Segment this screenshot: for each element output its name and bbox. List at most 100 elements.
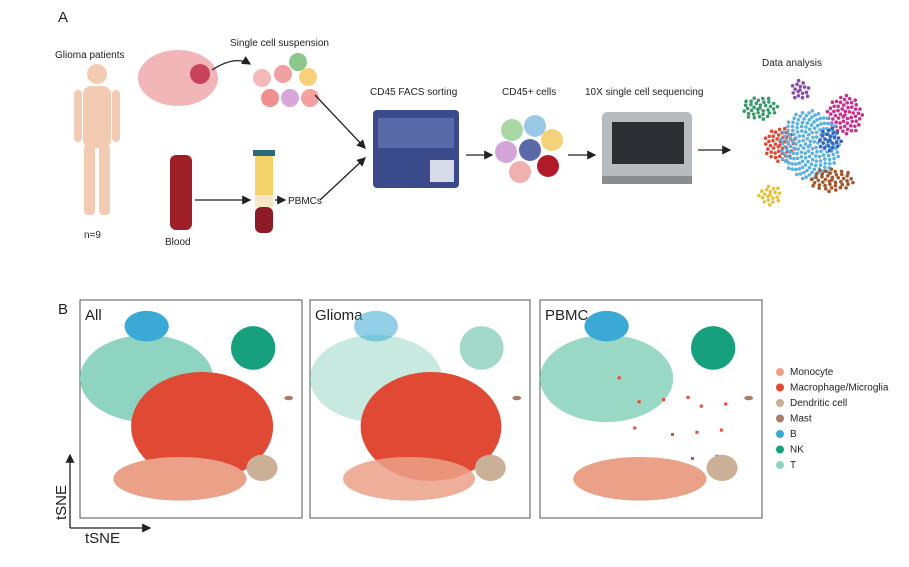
cluster-dot: [769, 154, 773, 159]
cluster-dot: [812, 120, 816, 124]
cluster-dot: [797, 166, 802, 171]
cluster-dot: [832, 109, 836, 114]
cluster-dot: [792, 146, 796, 151]
cluster-dot: [803, 163, 808, 167]
cluster-dot: [825, 116, 830, 121]
cluster-dot: [830, 175, 835, 180]
cluster-dot: [769, 129, 774, 134]
cluster-dot: [801, 81, 806, 85]
cell-speck: [724, 402, 728, 406]
cluster-dot: [838, 112, 843, 116]
cluster-dot: [823, 186, 828, 191]
cluster-dot: [775, 104, 780, 109]
cluster-dot: [796, 89, 800, 94]
cluster-dot: [799, 124, 804, 129]
legend-label: T: [790, 460, 796, 471]
cluster-dot: [833, 188, 838, 192]
cluster-dot: [770, 200, 775, 204]
cluster-dot: [826, 173, 830, 178]
cluster-dot: [802, 170, 806, 175]
cluster-dot: [795, 82, 799, 87]
cluster-dot: [853, 114, 858, 119]
cluster-dot: [749, 102, 753, 107]
cluster-dot: [766, 147, 770, 151]
cluster-dot: [788, 144, 793, 149]
cell-cluster: [706, 454, 738, 481]
cluster-dot: [763, 136, 768, 140]
cluster-dot: [822, 165, 827, 170]
cluster-dot: [833, 180, 838, 185]
cluster-dot: [821, 129, 825, 134]
cluster-dot: [857, 116, 862, 121]
cluster-dot: [818, 144, 823, 149]
cluster-dot: [773, 130, 778, 134]
label: 10X single cell sequencing: [585, 87, 703, 98]
cluster-dot: [799, 129, 804, 133]
cluster-dot: [812, 167, 817, 171]
label: PBMCs: [288, 196, 322, 207]
cluster-dot: [776, 159, 780, 164]
cluster-dot: [807, 165, 812, 170]
cluster-dot: [763, 142, 768, 146]
cluster-dot: [746, 115, 751, 119]
cluster-dot: [804, 90, 809, 95]
panel-label: A: [58, 9, 68, 26]
cluster-dot: [809, 123, 814, 127]
cluster-dot: [742, 109, 747, 113]
cluster-dot: [807, 127, 812, 131]
cluster-dot: [757, 193, 761, 198]
cluster-dot: [806, 149, 811, 154]
legend-swatch: [776, 445, 784, 454]
cluster-dot: [788, 156, 793, 160]
cells-icon: [253, 53, 319, 107]
cluster-dot: [834, 140, 839, 145]
cluster-dot: [788, 150, 792, 154]
cluster-dot: [814, 159, 819, 163]
cluster-dot: [794, 136, 798, 140]
cluster-dot: [814, 172, 819, 176]
cluster-dot: [804, 175, 808, 179]
plot-title: PBMC: [545, 307, 589, 324]
cluster-dot: [829, 167, 834, 171]
cluster-dot: [808, 139, 813, 144]
cluster-dot: [786, 141, 790, 146]
cluster-dot: [800, 110, 805, 115]
legend-swatch: [776, 399, 784, 407]
cluster-dot: [792, 116, 796, 121]
cluster-dot: [829, 186, 834, 190]
cluster-dot: [857, 123, 861, 127]
cluster-dot: [828, 106, 833, 111]
cluster-dot: [832, 161, 837, 165]
cluster-dot: [842, 124, 847, 129]
cluster-dot: [830, 117, 835, 121]
cluster-dot: [826, 121, 830, 126]
cluster-dot: [776, 144, 781, 149]
cluster-dot: [760, 189, 764, 193]
cluster-dot: [838, 185, 843, 190]
plot-title: Glioma: [315, 307, 363, 324]
cluster-dot: [835, 130, 840, 135]
cluster-dot: [791, 139, 795, 144]
cell-cluster: [124, 310, 169, 342]
cell-speck: [637, 400, 641, 404]
cluster-dot: [833, 183, 838, 188]
cluster-dot: [840, 182, 845, 187]
cluster-dot: [782, 145, 787, 149]
cluster-dot: [773, 151, 777, 155]
cluster-dot: [790, 124, 795, 129]
cluster-dot: [821, 116, 826, 120]
cluster-dot: [790, 84, 795, 88]
cluster-dot: [807, 173, 812, 177]
cluster-dot: [830, 126, 835, 131]
cluster-dot: [841, 103, 846, 107]
cluster-dot: [845, 116, 850, 121]
cluster-dot: [749, 99, 754, 104]
cluster-dot: [794, 162, 798, 166]
cluster-dot: [834, 99, 839, 104]
cluster-dot: [760, 195, 765, 200]
facs-machine: [373, 110, 459, 188]
cluster-dot: [793, 95, 797, 100]
cluster-dot: [786, 120, 791, 125]
cell-speck: [695, 430, 699, 434]
cluster-dot: [806, 159, 810, 164]
